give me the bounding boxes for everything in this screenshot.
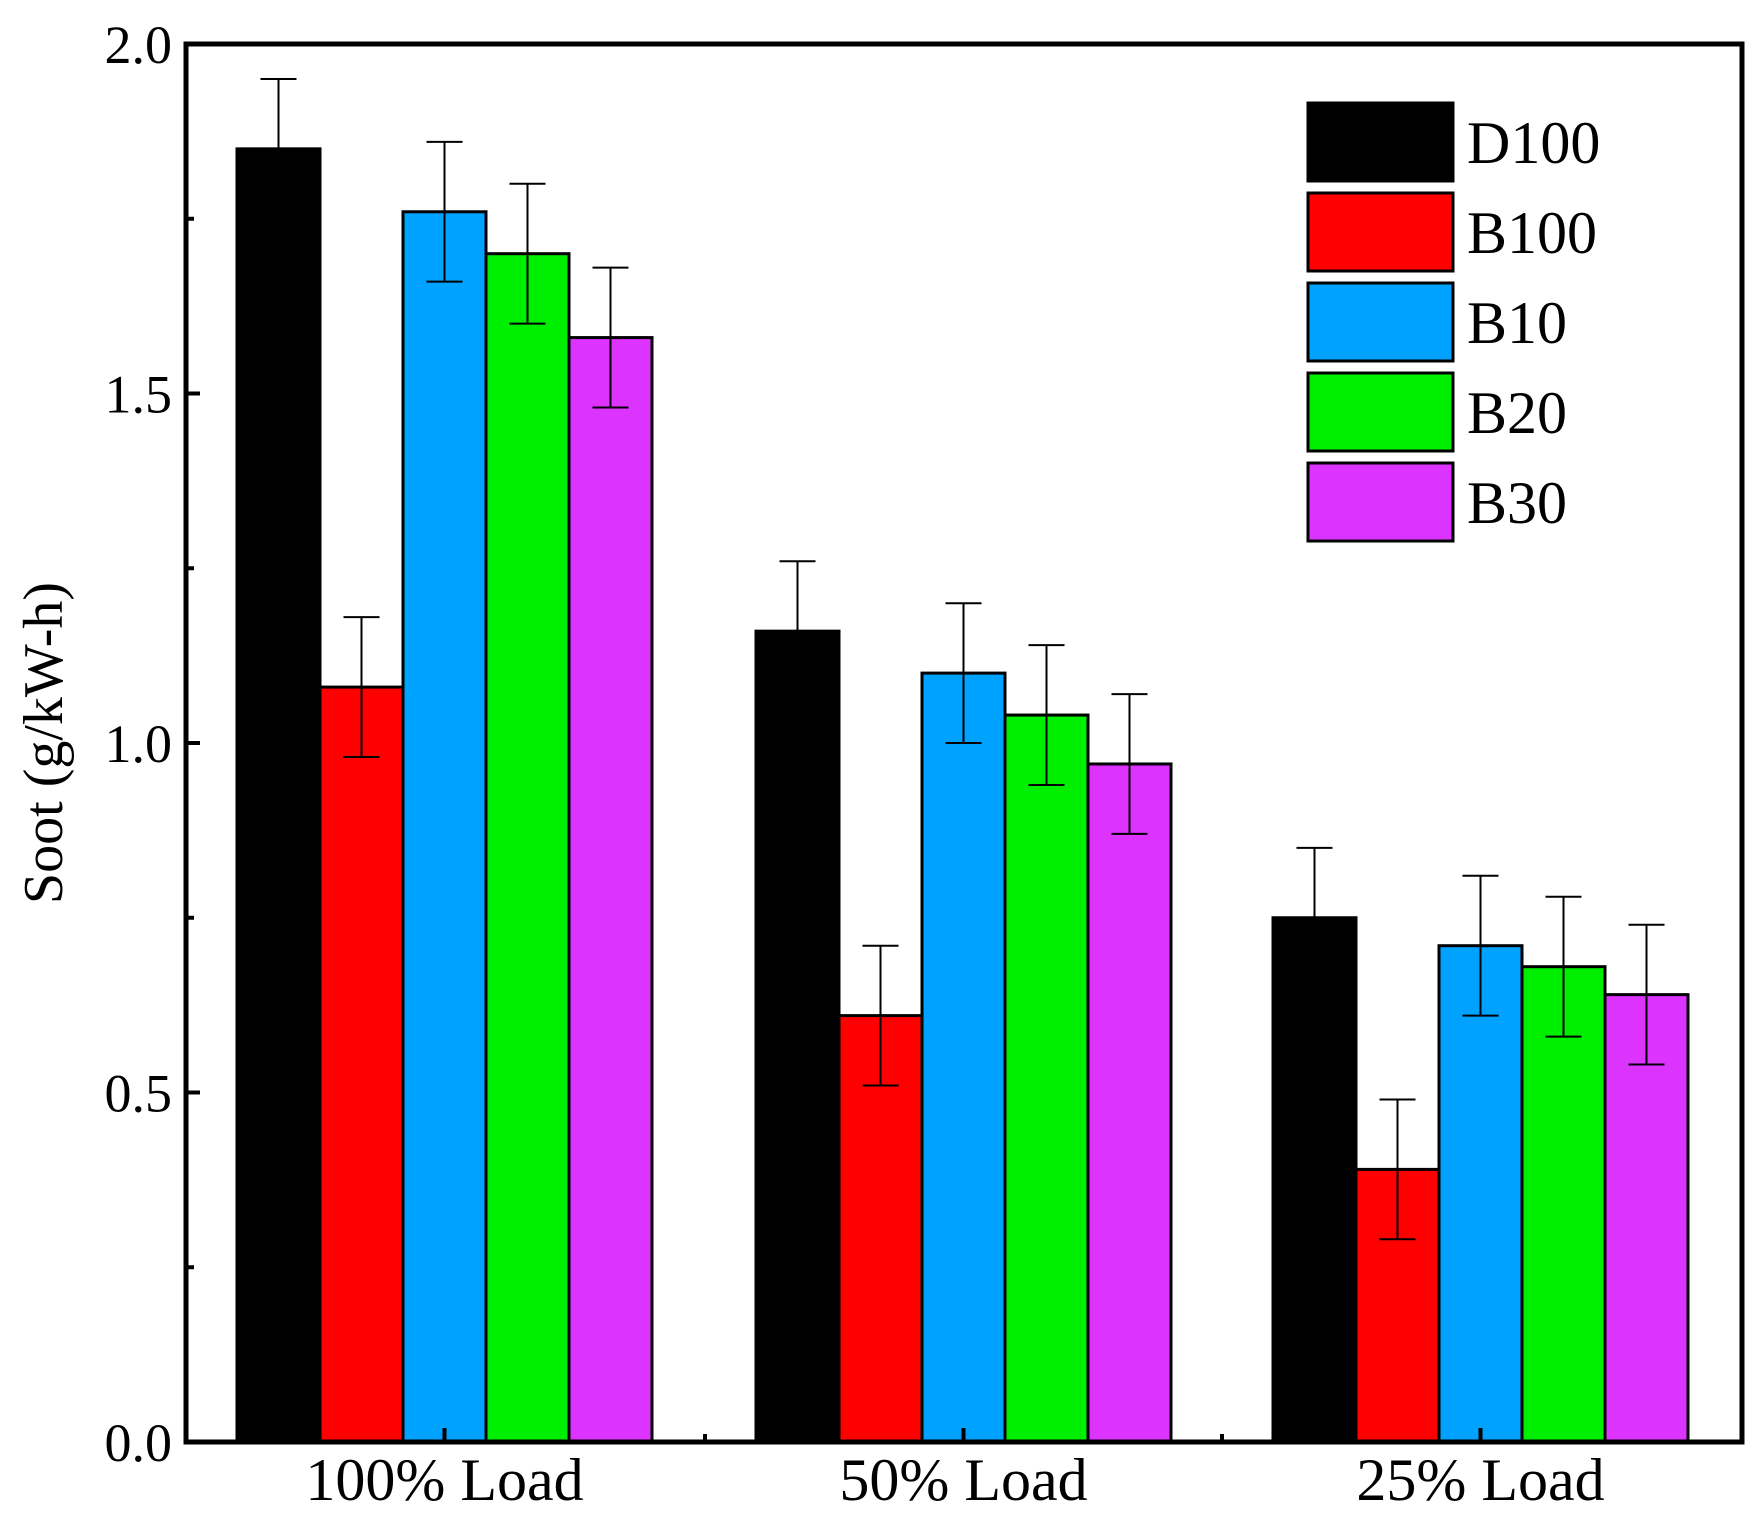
- error-bar-b100-100-load: [343, 616, 380, 758]
- bar-b10-25-load: [1437, 944, 1524, 1444]
- legend-swatch: [1306, 371, 1455, 453]
- error-bar-b30-50-load: [1111, 693, 1148, 835]
- legend-swatch: [1306, 101, 1455, 183]
- bar-b10-100-load: [401, 210, 488, 1444]
- bar-b100-100-load: [318, 685, 405, 1444]
- bar-b20-100-load: [484, 252, 571, 1444]
- y-tick-label: 1.5: [105, 365, 173, 425]
- bar-d100-25-load: [1271, 916, 1358, 1444]
- y-tick-label: 0.0: [105, 1413, 173, 1473]
- error-bar-b30-100-load: [592, 266, 629, 409]
- legend-label: B10: [1467, 290, 1567, 356]
- bar-d100-100-load: [235, 147, 322, 1444]
- y-tick-label: 0.5: [105, 1064, 173, 1124]
- legend-item-b20: B20: [1306, 371, 1567, 453]
- bar-b30-100-load: [567, 336, 654, 1444]
- error-bar-b10-50-load: [945, 602, 982, 744]
- legend-swatch: [1306, 191, 1455, 273]
- x-tick-label: 25% Load: [1356, 1447, 1604, 1510]
- bar-d100-50-load: [754, 629, 841, 1444]
- bar-b10-50-load: [920, 671, 1007, 1444]
- legend-label: B20: [1467, 380, 1567, 446]
- error-bar-b20-100-load: [509, 182, 546, 325]
- bar-b20-25-load: [1520, 965, 1607, 1444]
- error-bars-layer: [260, 77, 1665, 1241]
- error-bar-b20-50-load: [1028, 644, 1065, 786]
- error-bar-b20-25-load: [1545, 895, 1582, 1038]
- legend-swatch: [1306, 281, 1455, 363]
- legend-label: D100: [1467, 110, 1600, 176]
- x-tick-label: 100% Load: [305, 1447, 583, 1510]
- legend-label: B30: [1467, 470, 1567, 536]
- axis-layer: 0.0 0.5 1.0 1.5 2.0 100% Load 50% Load 25% Load: [105, 15, 1605, 1513]
- legend: D100 B100 B10 B20 B30: [1306, 101, 1600, 543]
- legend-item-b100: B100: [1306, 191, 1597, 273]
- error-bar-b100-25-load: [1379, 1098, 1416, 1241]
- legend-item-d100: D100: [1306, 101, 1600, 183]
- legend-label: B100: [1467, 200, 1597, 266]
- y-tick-label: 2.0: [105, 15, 173, 75]
- x-tick-label: 50% Load: [839, 1447, 1087, 1510]
- y-tick-label: 1.0: [105, 714, 173, 774]
- y-axis-label: Soot (g/kW-h): [13, 582, 75, 904]
- bar-b20-50-load: [1003, 713, 1090, 1444]
- error-bar-d100-25-load: [1296, 846, 1333, 989]
- error-bar-b100-50-load: [862, 944, 899, 1087]
- legend-item-b10: B10: [1306, 281, 1567, 363]
- legend-swatch: [1306, 461, 1455, 543]
- bar-b30-50-load: [1086, 762, 1173, 1444]
- legend-item-b30: B30: [1306, 461, 1567, 543]
- error-bar-d100-100-load: [260, 77, 297, 220]
- error-bar-b30-25-load: [1628, 923, 1665, 1066]
- error-bar-b10-100-load: [426, 140, 463, 283]
- error-bar-b10-25-load: [1462, 874, 1499, 1017]
- error-bar-d100-50-load: [779, 560, 816, 703]
